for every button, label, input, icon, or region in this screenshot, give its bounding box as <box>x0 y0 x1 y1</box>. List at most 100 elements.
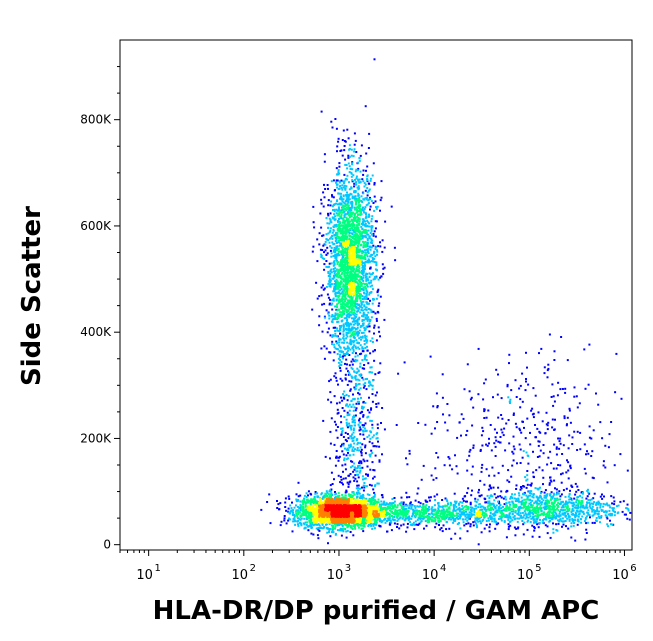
event-dot <box>593 501 596 504</box>
event-dot <box>518 500 521 503</box>
event-dot <box>558 440 561 443</box>
event-dot <box>364 283 366 286</box>
event-dot <box>347 196 350 198</box>
event-dot <box>516 462 518 465</box>
event-dot <box>574 493 577 496</box>
event-dot <box>512 510 515 513</box>
event-dot <box>493 493 496 496</box>
event-dot <box>323 257 326 260</box>
event-dot <box>374 248 377 250</box>
event-dot <box>501 417 504 420</box>
event-dot <box>431 509 434 512</box>
event-dot <box>552 505 555 507</box>
event-dot <box>333 248 336 251</box>
event-dot <box>361 309 364 312</box>
event-dot <box>368 380 371 383</box>
event-dot <box>570 536 573 539</box>
event-dot <box>377 402 380 405</box>
event-dot <box>585 506 588 509</box>
event-dot <box>472 406 475 409</box>
event-dot <box>529 511 532 514</box>
event-dot <box>568 434 571 437</box>
event-dot <box>355 273 358 276</box>
event-dot <box>352 534 355 537</box>
event-dot <box>329 219 332 221</box>
event-dot <box>583 467 586 470</box>
event-dot <box>480 505 483 508</box>
event-dot <box>415 523 418 526</box>
event-dot <box>533 476 535 479</box>
event-dot <box>334 256 337 259</box>
event-dot <box>363 477 366 480</box>
event-dot <box>345 303 348 306</box>
event-dot <box>374 268 377 271</box>
event-dot <box>389 502 392 505</box>
event-dot <box>334 347 337 350</box>
event-dot <box>357 484 360 487</box>
event-dot <box>361 222 364 225</box>
event-dot <box>346 303 349 306</box>
event-dot <box>354 467 357 470</box>
event-dot <box>567 447 570 450</box>
event-dot <box>576 430 579 433</box>
event-dot <box>336 145 339 148</box>
event-dot <box>586 521 589 524</box>
event-dot <box>422 510 425 513</box>
event-dot <box>333 218 336 221</box>
event-dot <box>531 499 534 502</box>
event-dot <box>359 467 362 470</box>
event-dot <box>462 518 465 521</box>
event-dot <box>581 504 584 507</box>
event-dot <box>353 340 356 343</box>
event-dot <box>373 469 376 472</box>
event-dot <box>347 347 350 350</box>
event-dot <box>337 271 340 274</box>
event-dot <box>375 405 378 408</box>
event-dot <box>577 502 580 505</box>
event-dot <box>310 532 313 535</box>
event-dot <box>361 231 364 234</box>
event-dot <box>548 505 551 508</box>
event-dot <box>482 518 485 521</box>
event-dot <box>609 506 612 509</box>
event-dot <box>325 253 328 256</box>
event-dot <box>341 139 344 141</box>
event-dot <box>481 505 484 508</box>
event-dot <box>366 459 369 462</box>
event-dot <box>370 309 373 312</box>
event-dot <box>588 425 591 428</box>
event-dot <box>342 293 345 296</box>
event-dot <box>361 347 364 350</box>
event-dot <box>363 364 366 366</box>
event-dot <box>318 315 321 318</box>
event-dot <box>317 528 320 531</box>
event-dot <box>335 127 338 130</box>
event-dot <box>314 492 317 495</box>
event-dot <box>559 464 562 467</box>
event-dot <box>507 419 510 421</box>
event-dot <box>360 144 363 147</box>
event-dot <box>565 503 568 506</box>
event-dot <box>456 508 459 511</box>
event-dot <box>387 503 390 506</box>
event-dot <box>329 378 332 381</box>
event-dot <box>334 533 337 536</box>
event-dot <box>533 509 536 512</box>
event-dot <box>572 518 575 521</box>
event-dot <box>363 254 366 257</box>
event-dot <box>542 476 545 479</box>
event-dot <box>322 288 325 291</box>
event-dot <box>343 237 346 240</box>
event-dot <box>369 260 372 263</box>
event-dot <box>602 502 605 505</box>
event-dot <box>553 443 556 446</box>
event-dot <box>508 353 511 356</box>
event-dot <box>475 524 478 527</box>
event-dot <box>417 422 420 424</box>
event-dot <box>307 529 310 532</box>
event-dot <box>327 226 330 229</box>
event-dot <box>337 320 340 323</box>
event-dot <box>343 459 346 462</box>
event-dot <box>455 505 458 508</box>
event-dot <box>605 510 608 513</box>
